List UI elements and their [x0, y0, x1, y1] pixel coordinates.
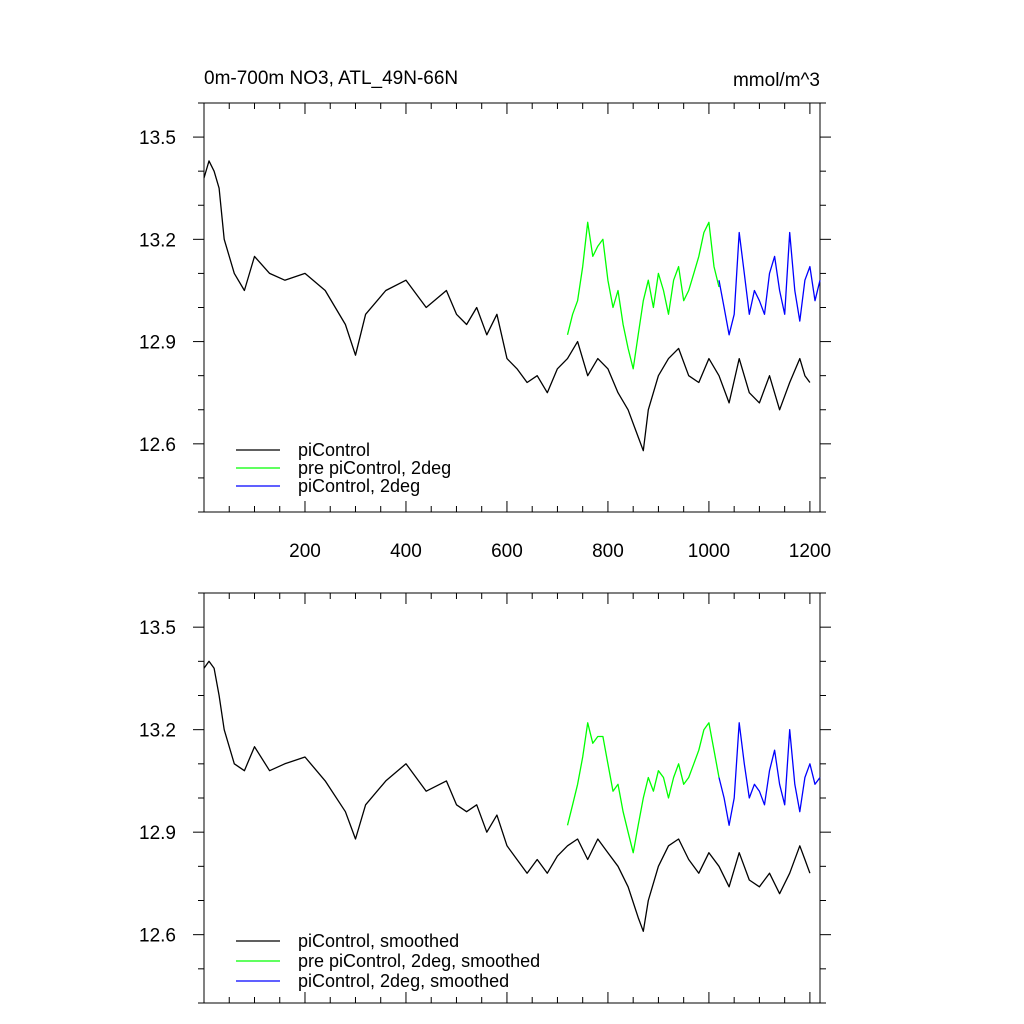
legend-label: piControl, 2deg, smoothed: [298, 971, 509, 991]
x-tick-label: 1200: [789, 541, 831, 562]
y-tick-label: 12.6: [139, 926, 176, 947]
y-tick-label: 12.9: [139, 823, 176, 844]
plot-frame: [203, 592, 821, 1004]
legend-label: pre piControl, 2deg, smoothed: [298, 951, 540, 971]
legend-label: pre piControl, 2deg: [298, 458, 451, 478]
chart-units: mmol/m^3: [733, 70, 820, 91]
series-line: [203, 660, 811, 932]
x-tick-label: 200: [289, 541, 321, 562]
x-tick-label: 400: [390, 541, 422, 562]
series-line: [566, 221, 720, 370]
x-tick-label: 800: [592, 541, 624, 562]
plot-frame: [203, 102, 821, 513]
legend-label: piControl, smoothed: [298, 931, 459, 951]
x-tick-label: 600: [491, 541, 523, 562]
chart-title: 0m-700m NO3, ATL_49N-66N: [204, 68, 458, 89]
y-tick-label: 13.5: [139, 128, 176, 149]
y-tick-label: 13.2: [139, 230, 176, 251]
y-tick-label: 12.6: [139, 435, 176, 456]
y-tick-label: 13.5: [139, 618, 176, 639]
y-tick-label: 13.2: [139, 721, 176, 742]
legend-label: piControl: [298, 440, 370, 460]
series-line: [718, 231, 821, 336]
top-panel: 12.6 12.9 13.2 13.5 200 400 600 800 1000 1200 piCo…: [139, 102, 831, 562]
series-line: [718, 722, 821, 826]
series-line: [566, 722, 720, 854]
y-tick-label: 12.9: [139, 333, 176, 354]
x-tick-label: 1000: [688, 541, 730, 562]
series-line: [203, 160, 811, 452]
legend-label: piControl, 2deg: [298, 476, 420, 496]
